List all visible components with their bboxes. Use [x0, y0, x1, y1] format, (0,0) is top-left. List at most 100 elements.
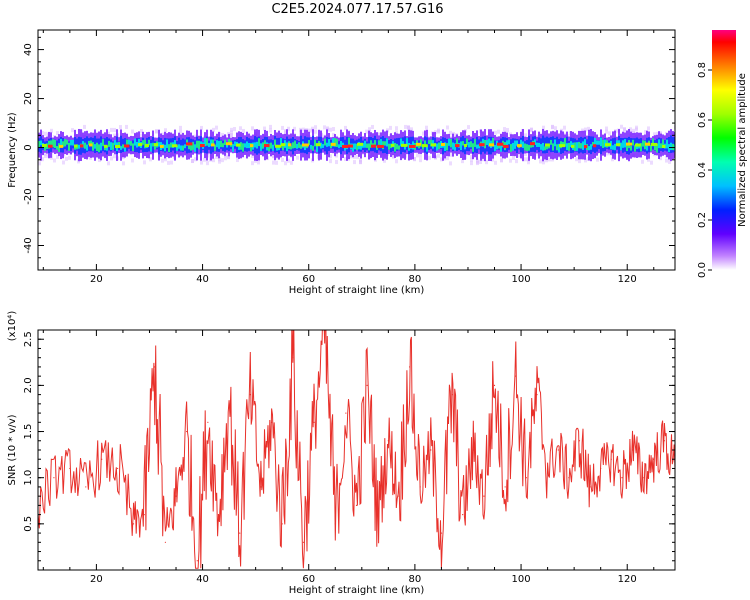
spectrum-cell	[670, 142, 672, 151]
spectrum-cell	[352, 143, 354, 152]
spectrum-cell	[441, 142, 446, 146]
spectrum-cell	[272, 153, 275, 158]
spectrum-cell	[287, 126, 290, 131]
snr-data-point	[663, 440, 665, 442]
spectrum-cell	[401, 143, 408, 147]
snr-data-point	[196, 560, 198, 562]
spectrum-cell	[530, 142, 532, 148]
snr-data-point	[217, 514, 220, 516]
spectrum-cell	[308, 140, 310, 145]
bottom-y-tick-label: 1.0	[23, 470, 34, 486]
spectrum-cell	[194, 157, 197, 162]
spectrum-cell	[204, 138, 206, 147]
spectrum-cell	[540, 144, 542, 150]
spectrum-cell	[512, 155, 515, 160]
spectrum-cell	[234, 141, 236, 147]
spectrum-cell	[542, 160, 545, 165]
spectrum-cell	[668, 159, 671, 164]
spectrum-cell	[584, 145, 588, 149]
spectrum-cell	[520, 139, 522, 147]
spectrum-cell	[182, 145, 184, 151]
snr-data-point	[281, 523, 283, 525]
spectrum-cell	[254, 158, 257, 163]
spectrum-cell	[467, 125, 470, 130]
spectrum-cell	[82, 141, 84, 148]
spectrum-cell	[138, 138, 140, 147]
snr-data-point	[525, 477, 527, 479]
spectrum-cell	[78, 144, 80, 149]
bottom-y-tick-label: 2.5	[23, 331, 34, 347]
spectrum-cell	[353, 160, 356, 165]
spectrum-cell	[230, 133, 233, 138]
snr-data-point	[642, 477, 644, 479]
figure-title: C2E5.2024.077.17.57.G16	[271, 2, 444, 17]
spectrum-cell	[134, 138, 136, 146]
spectrum-cell	[122, 161, 125, 166]
spectrum-cell	[482, 138, 484, 147]
spectrum-cell	[470, 141, 472, 148]
spectrum-cell	[338, 144, 340, 149]
snr-series-line	[38, 330, 675, 569]
spectrum-cell	[179, 129, 182, 134]
snr-data-point	[631, 449, 634, 451]
spectrum-cell	[281, 125, 284, 130]
spectrum-cell	[56, 146, 58, 150]
spectrum-cell	[394, 142, 396, 152]
spectrum-cell	[570, 141, 572, 148]
snr-data-point	[462, 514, 464, 516]
spectrum-cell	[113, 133, 116, 138]
top-y-tick-label: -40	[23, 237, 34, 253]
spectrum-cell	[164, 128, 167, 133]
spectrum-cell	[131, 158, 134, 163]
spectrum-cell	[474, 139, 476, 147]
spectrum-cell	[494, 160, 497, 165]
spectrum-cell	[62, 160, 65, 165]
spectrum-cell	[508, 140, 510, 150]
colorbar-tick-label: 0.2	[697, 212, 708, 228]
spectrum-cell	[167, 160, 170, 165]
snr-data-point	[557, 449, 559, 451]
spectrum-cell	[268, 143, 270, 152]
spectrum-cell	[378, 140, 380, 145]
spectrum-cell	[230, 127, 233, 132]
spectrum-cell	[302, 143, 309, 147]
bottom-x-tick-label: 40	[196, 574, 209, 585]
spectrum-cell	[42, 143, 47, 147]
spectrum-cell	[104, 144, 108, 148]
spectrum-cell	[662, 144, 666, 148]
spectrum-cell	[120, 135, 122, 153]
spectrum-cell	[510, 144, 512, 152]
spectrum-cell	[336, 138, 338, 147]
spectrum-cell	[518, 153, 521, 158]
spectrum-cell	[404, 124, 407, 129]
spectrum-cell	[130, 140, 132, 152]
spectrum-cell	[658, 139, 660, 149]
spectrum-cell	[275, 144, 282, 148]
spectrum-cell	[642, 140, 644, 147]
spectrum-cell	[370, 140, 372, 148]
spectrum-cell	[635, 125, 638, 130]
spectrum-cell	[222, 143, 224, 148]
top-y-axis-label: Frequency (Hz)	[7, 112, 18, 188]
spectrum-cell	[100, 142, 102, 151]
spectrum-cell	[290, 160, 293, 165]
snr-data-point	[292, 357, 294, 359]
spectrum-cell	[203, 157, 206, 162]
spectrum-cell	[98, 158, 101, 163]
spectrum-cell	[431, 143, 437, 147]
spectrum-cell	[145, 144, 150, 148]
spectrum-cell	[396, 143, 398, 150]
spectrum-cell	[356, 143, 358, 151]
spectrum-cell	[452, 142, 454, 150]
spectrum-cell	[53, 158, 56, 163]
spectrum-cell	[115, 145, 121, 149]
spectrum-cell	[342, 142, 344, 148]
spectrum-cell	[413, 156, 416, 161]
spectrum-cell	[563, 125, 566, 130]
spectrum-cell	[216, 140, 218, 148]
spectrum-cell	[110, 156, 113, 161]
spectrum-cell	[584, 127, 587, 132]
spectrum-cell	[320, 142, 322, 149]
snr-data-point	[493, 384, 496, 386]
